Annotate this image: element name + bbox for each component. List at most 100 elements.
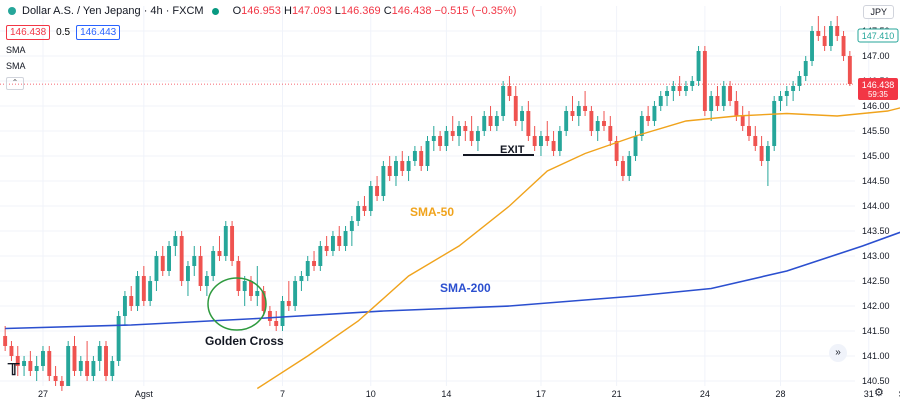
- candle-body: [652, 106, 657, 121]
- candle: [286, 281, 291, 311]
- candle-body: [129, 296, 134, 306]
- chevron-up-icon[interactable]: ⌃: [6, 77, 24, 90]
- candle-body: [816, 31, 821, 36]
- candle: [494, 111, 499, 131]
- symbol-title[interactable]: Dollar A.S. / Yen Jepang · 4h · FXCM: [22, 5, 204, 17]
- candle: [97, 341, 102, 371]
- candle-body: [349, 221, 354, 231]
- candle-body: [677, 86, 682, 91]
- candle-body: [646, 116, 651, 121]
- candle: [204, 271, 209, 296]
- candle: [387, 156, 392, 181]
- candle-body: [173, 236, 178, 246]
- candle: [362, 196, 367, 216]
- price-tick-label: 143.50: [862, 226, 890, 236]
- candle: [236, 256, 241, 296]
- candle-body: [198, 256, 203, 286]
- candle-body: [261, 291, 266, 311]
- candle: [488, 106, 493, 131]
- candle-body: [608, 126, 613, 141]
- candle: [122, 291, 127, 326]
- chart-grid: [0, 6, 870, 386]
- price-tick-label: 146.00: [862, 101, 890, 111]
- candle: [482, 111, 487, 136]
- candle-body: [639, 116, 644, 136]
- candle-body: [778, 96, 783, 101]
- double-chevron-right-icon[interactable]: »: [829, 344, 847, 362]
- candle-body: [217, 251, 222, 256]
- ohlc-low: 146.369: [340, 5, 381, 17]
- candle: [129, 286, 134, 311]
- candle-body: [356, 206, 361, 221]
- candle-body: [791, 86, 796, 91]
- candle-body: [267, 311, 272, 321]
- candle-body: [419, 151, 424, 166]
- candle-body: [444, 131, 449, 146]
- candle-body: [482, 116, 487, 131]
- candle: [620, 156, 625, 181]
- candle: [570, 96, 575, 121]
- candle-body: [740, 116, 745, 126]
- buy-button[interactable]: 146.443: [76, 25, 121, 40]
- candle-body: [539, 136, 543, 146]
- sma200-line: [5, 231, 900, 330]
- candle: [583, 91, 588, 116]
- candle-body: [520, 111, 525, 121]
- candle: [318, 241, 323, 271]
- candle-body: [97, 346, 102, 361]
- candle: [683, 81, 688, 96]
- candle-body: [116, 316, 121, 361]
- candle: [400, 151, 405, 176]
- candle-body: [286, 301, 291, 306]
- candle: [368, 181, 373, 216]
- candle: [66, 341, 71, 386]
- candle-body: [141, 276, 146, 301]
- candle-body: [412, 151, 417, 161]
- candle: [740, 106, 745, 131]
- ohlc-key-high: H: [283, 5, 292, 17]
- price-tick-label: 142.00: [862, 301, 890, 311]
- ohlc-close: 146.438: [391, 5, 432, 17]
- candle-body: [589, 111, 594, 131]
- candle-body: [602, 121, 606, 126]
- trade-row: 146.438 0.5 146.443: [6, 25, 121, 40]
- candle-body: [683, 86, 688, 91]
- candle: [22, 356, 27, 376]
- candle-body: [110, 361, 115, 376]
- candle-body: [620, 161, 625, 176]
- candle-body: [135, 276, 140, 306]
- exit-label: EXIT: [500, 144, 525, 156]
- candle: [3, 326, 8, 351]
- candle: [154, 251, 159, 291]
- candle-body: [204, 276, 209, 286]
- candle-body: [753, 136, 758, 146]
- candle: [797, 71, 802, 91]
- candle-body: [734, 101, 739, 116]
- price-tick-label: 145.50: [862, 126, 890, 136]
- indicator-sma-1[interactable]: SMA: [6, 45, 26, 55]
- candle-body: [343, 231, 348, 246]
- time-axis[interactable]: 27Agst710141721242831Sep611: [38, 389, 900, 399]
- candle: [312, 251, 316, 271]
- candle-body: [564, 111, 569, 131]
- candle: [791, 81, 796, 101]
- candle: [665, 86, 669, 106]
- candle: [772, 96, 777, 151]
- candle-body: [211, 251, 216, 276]
- candle-body: [148, 281, 153, 301]
- candle: [305, 256, 310, 281]
- candle-body: [375, 186, 380, 196]
- ohlc-key-open: O: [232, 5, 242, 17]
- candle-body: [22, 361, 27, 366]
- indicator-sma-2[interactable]: SMA: [6, 61, 26, 71]
- candle-body: [78, 361, 83, 371]
- candle-body: [475, 131, 480, 141]
- currency-selector[interactable]: JPY: [863, 5, 894, 19]
- candle-body: [696, 51, 701, 81]
- sell-button[interactable]: 146.438: [6, 25, 51, 40]
- candle: [810, 26, 814, 66]
- candle: [337, 226, 342, 251]
- gear-icon[interactable]: ⚙: [874, 387, 884, 399]
- price-tick-label: 142.50: [862, 276, 890, 286]
